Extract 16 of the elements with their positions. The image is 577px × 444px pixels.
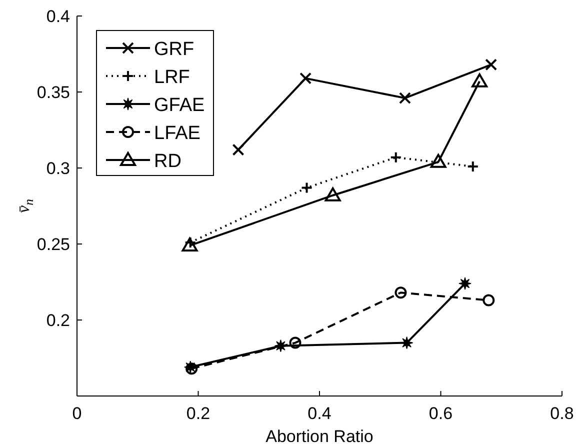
x-tick-label: 0.6 xyxy=(428,404,453,424)
legend-label: LRF xyxy=(154,67,190,88)
y-tick-label: 0.25 xyxy=(36,235,70,254)
y-tick-label: 0.3 xyxy=(46,159,70,178)
x-tick-label: 0 xyxy=(72,404,82,424)
legend-label: LFAE xyxy=(154,123,200,144)
y-tick-label: 0.2 xyxy=(46,311,70,330)
x-tick-label: 0.2 xyxy=(186,404,210,424)
x-tick-label: 0.8 xyxy=(550,404,574,424)
legend-label: GRF xyxy=(154,39,194,60)
x-tick-label: 0.4 xyxy=(308,404,332,424)
x-axis-title: Abortion Ratio xyxy=(266,427,374,444)
legend-label: GFAE xyxy=(154,95,205,116)
y-tick-label: 0.4 xyxy=(46,7,70,26)
y-tick-label: 0.35 xyxy=(36,83,70,102)
legend-label: RD xyxy=(154,151,182,172)
